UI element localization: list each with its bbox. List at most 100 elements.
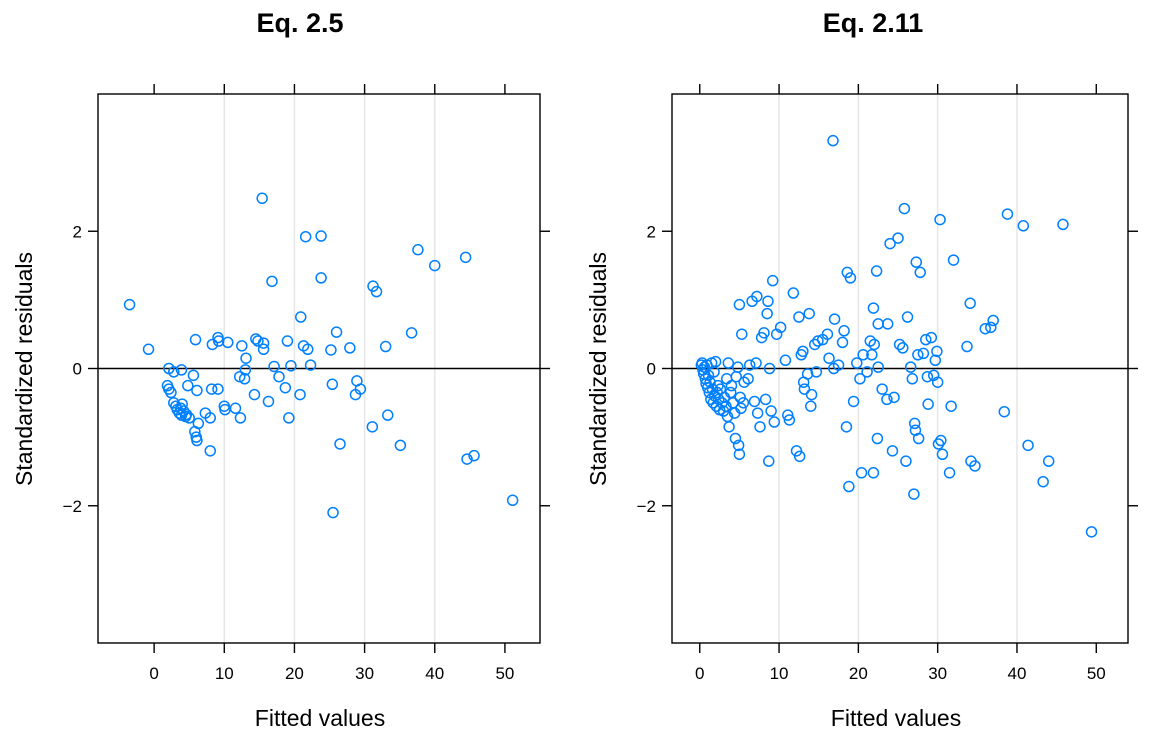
data-point: [702, 369, 715, 382]
data-point: [192, 417, 205, 430]
data-point: [987, 314, 999, 327]
data-point: [165, 386, 177, 399]
data-point: [279, 381, 292, 394]
data-point: [751, 407, 764, 419]
data-point: [823, 352, 835, 364]
data-point: [765, 405, 777, 417]
data-point: [239, 364, 252, 376]
data-point: [936, 448, 949, 461]
data-point: [394, 439, 407, 452]
data-point: [123, 298, 136, 311]
data-point: [790, 445, 803, 457]
data-point: [805, 400, 817, 412]
data-point: [906, 373, 919, 385]
data-point: [273, 370, 285, 383]
scatter-points: [123, 192, 519, 519]
data-point: [934, 213, 946, 226]
data-point: [884, 237, 896, 250]
data-point: [751, 290, 763, 303]
data-point: [908, 488, 920, 500]
data-point: [315, 230, 327, 242]
data-point: [998, 405, 1011, 418]
data-point: [810, 366, 823, 378]
data-point: [506, 494, 519, 507]
data-point: [832, 359, 845, 371]
data-point: [900, 455, 912, 467]
x-tick-labels: 0 10 20 30 40 50: [149, 664, 514, 683]
data-point: [920, 333, 932, 346]
x-tick-label: 0: [149, 664, 158, 683]
data-point: [763, 455, 775, 467]
data-point: [847, 395, 860, 408]
data-point: [281, 335, 294, 347]
data-point: [285, 360, 297, 372]
data-point: [985, 321, 997, 334]
data-point: [732, 361, 744, 373]
data-point: [917, 347, 930, 360]
data-point: [257, 337, 270, 349]
data-point: [893, 338, 906, 351]
data-point: [182, 379, 194, 392]
data-point: [191, 434, 203, 447]
data-point: [897, 342, 909, 354]
x-tick-label: 10: [215, 664, 234, 683]
data-point: [821, 328, 834, 340]
data-point: [945, 400, 957, 412]
data-point: [257, 343, 270, 356]
data-point: [405, 327, 418, 339]
x-tick-label: 50: [495, 664, 514, 683]
y-axis-label: Standardized residuals: [585, 252, 611, 486]
data-point: [722, 357, 735, 369]
data-point: [797, 345, 809, 358]
x-axis-label: Fitted values: [255, 705, 385, 731]
data-point: [1085, 526, 1098, 538]
data-point: [766, 274, 779, 287]
data-point: [212, 383, 224, 395]
data-point: [759, 393, 772, 406]
data-point: [748, 395, 761, 408]
data-point: [709, 355, 722, 368]
data-point: [758, 327, 770, 339]
data-point: [354, 383, 367, 395]
data-point: [1017, 220, 1030, 232]
data-point: [1001, 208, 1014, 220]
data-point: [872, 361, 884, 373]
data-point: [888, 391, 900, 404]
data-point: [783, 414, 796, 426]
data-point: [240, 352, 252, 364]
data-point: [872, 318, 884, 330]
data-point: [798, 383, 811, 395]
y-axis-label: Standardized residuals: [11, 252, 37, 486]
data-point: [774, 321, 787, 334]
data-point: [867, 302, 880, 314]
data-point: [468, 449, 480, 462]
data-point: [754, 421, 766, 433]
data-point: [1042, 455, 1055, 467]
data-point: [793, 450, 806, 463]
data-point: [222, 336, 234, 349]
data-point: [947, 254, 960, 266]
data-point: [176, 398, 188, 410]
data-point: [382, 409, 394, 421]
data-point: [191, 384, 203, 397]
y-tick-labels: −2 0 2: [637, 222, 656, 516]
data-point: [724, 386, 737, 399]
data-point: [912, 432, 925, 445]
data-point: [302, 343, 314, 356]
data-point: [344, 342, 356, 354]
data-point: [782, 409, 794, 421]
data-point: [1022, 439, 1034, 452]
data-point: [183, 412, 195, 424]
data-point: [736, 328, 748, 340]
data-point: [855, 467, 868, 479]
x-tick-label: 20: [849, 664, 868, 683]
data-point: [886, 445, 899, 457]
x-tick-label: 10: [770, 664, 789, 683]
data-point: [720, 373, 733, 385]
data-point: [180, 408, 193, 421]
data-point: [327, 506, 339, 519]
data-point: [935, 434, 947, 447]
x-tick-labels: 0 10 20 30 40 50: [695, 664, 1106, 683]
axis-ticks: [88, 84, 550, 653]
